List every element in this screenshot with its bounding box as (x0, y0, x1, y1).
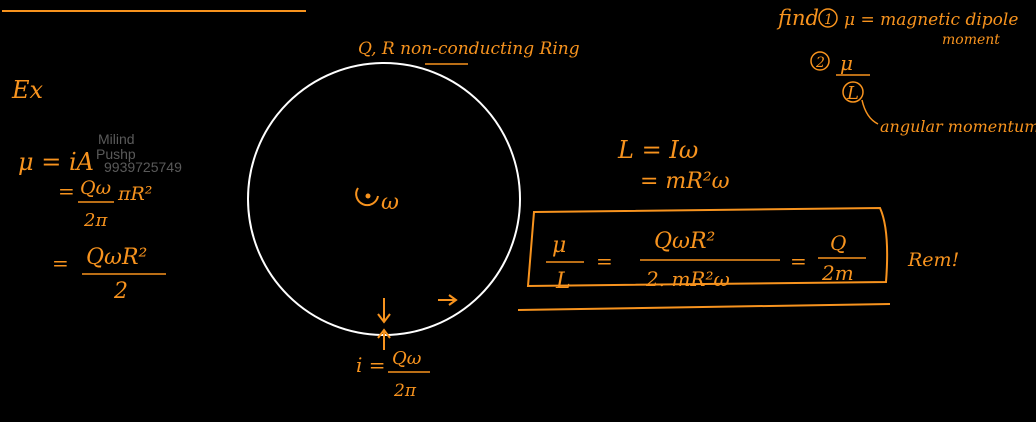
result-rhs-denominator: 2m (821, 261, 854, 285)
remember-note: Rem! (907, 249, 959, 271)
ring-center-dot (365, 193, 371, 199)
item2-denominator-circle (842, 81, 864, 103)
find-label: find (776, 6, 819, 30)
result-lhs-denominator: L (555, 269, 571, 294)
result-lhs-numerator: μ (552, 233, 566, 258)
line3-numerator: QωR² (86, 245, 147, 270)
item1-circle (818, 8, 838, 28)
current-prefix: i = (356, 353, 386, 377)
ring-label: Q, R non-conducting Ring (358, 39, 580, 59)
watermark-line-1: Milind (98, 131, 135, 147)
item2-marker: 2 (815, 55, 825, 71)
angular-momentum-note: angular momentum (880, 117, 1036, 136)
item1-text: μ = magnetic dipole (844, 10, 1018, 30)
example-label: Ex (11, 76, 44, 104)
line2-equals: = (58, 179, 75, 203)
result-box (526, 206, 889, 288)
result-equals-1: = (596, 249, 613, 273)
result-equals-2: = (790, 249, 807, 273)
l-equals-iw: L = Iω (617, 136, 698, 164)
line3-equals: = (52, 251, 69, 275)
result-mid-denominator: 2. mR²ω (645, 267, 730, 291)
item2-circle (810, 51, 830, 71)
watermark-line-2: Pushp (96, 146, 136, 162)
current-denominator: 2π (393, 381, 417, 401)
result-mid-numerator: QωR² (654, 229, 715, 254)
line3-denominator: 2 (113, 279, 128, 304)
l-equals-mr2w: = mR²ω (640, 169, 730, 194)
line2-denominator: 2π (83, 210, 108, 231)
item1-text-cont: moment (942, 32, 1000, 48)
mu-equals-ia: μ = iA (18, 148, 94, 176)
ring-direction-arrow (438, 294, 458, 306)
result-underline (517, 303, 891, 311)
item2-denominator: L (846, 83, 859, 104)
current-arrow-down (377, 298, 391, 324)
rotation-arc (355, 187, 379, 207)
current-numerator: Qω (392, 348, 422, 369)
result-rhs-numerator: Q (830, 231, 846, 255)
omega-label: ω (381, 190, 399, 215)
watermark-line-3: 9939725749 (104, 159, 182, 175)
item2-numerator: μ (840, 51, 853, 75)
line2-rest: πR² (117, 183, 152, 205)
current-arrow-up (377, 328, 391, 350)
line2-numerator: Qω (80, 177, 111, 199)
item2-pointer-arrow (861, 99, 879, 125)
item1-marker: 1 (824, 12, 833, 28)
